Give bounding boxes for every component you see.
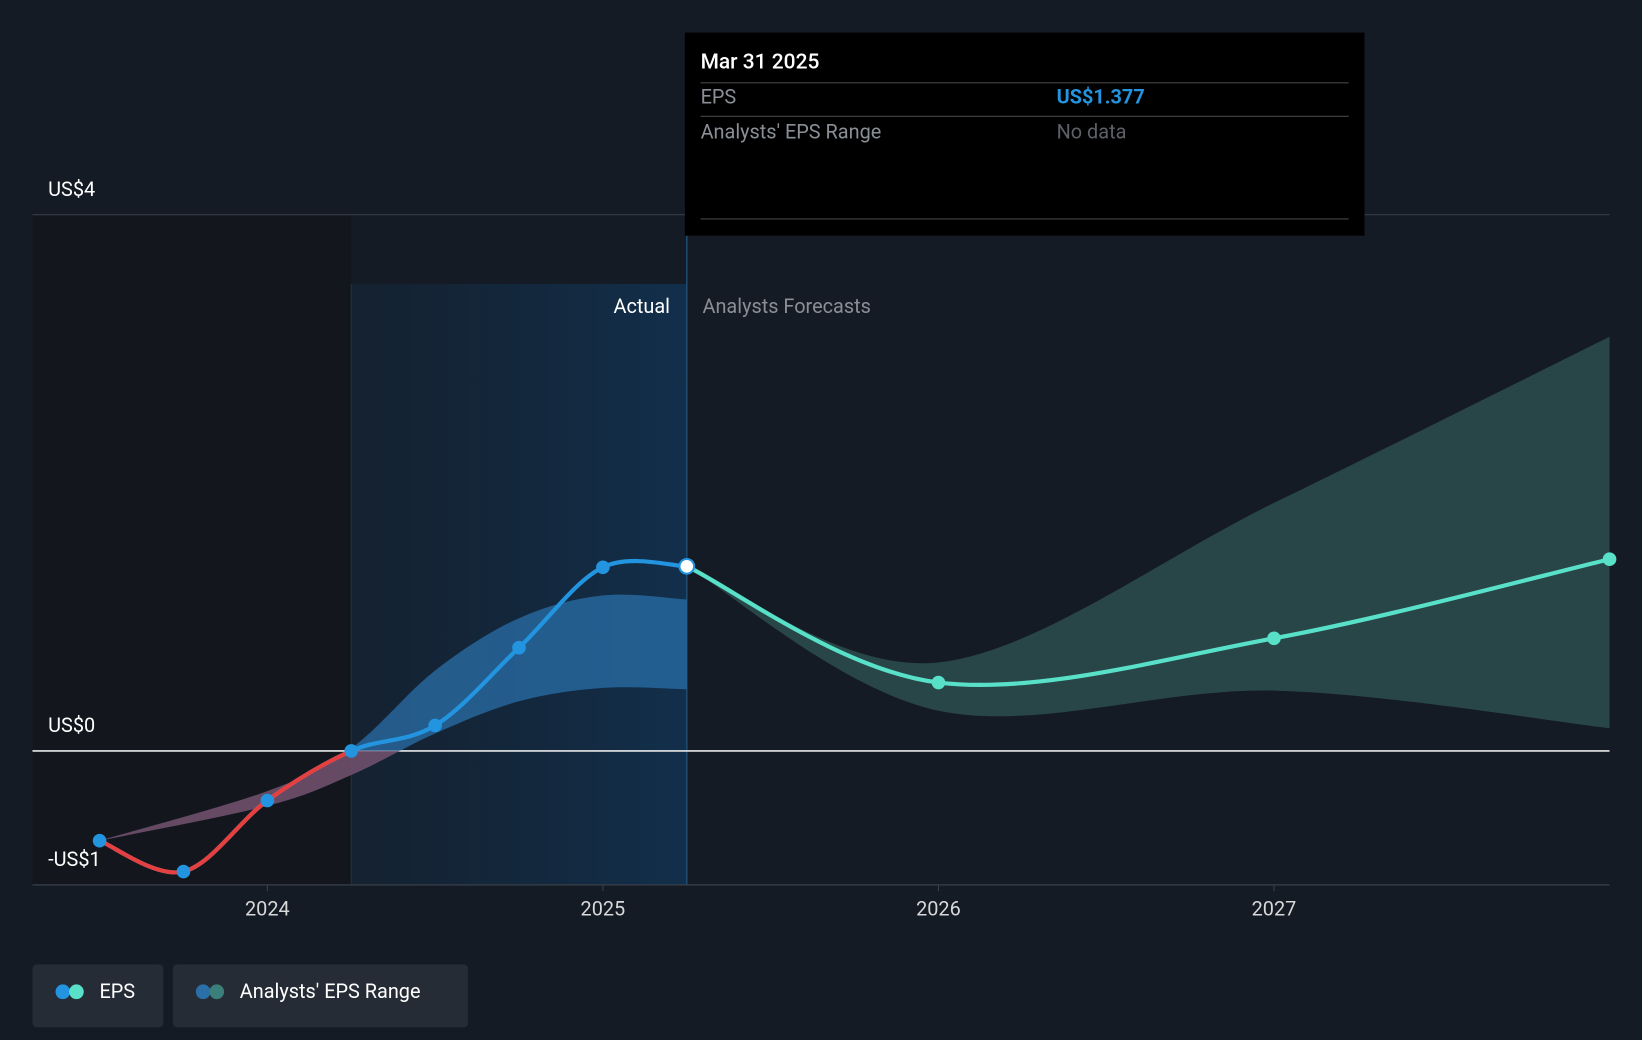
tooltip-eps-label: EPS xyxy=(701,86,737,109)
legend-button[interactable] xyxy=(172,964,469,1028)
legend: EPS Analysts' EPS Range xyxy=(32,964,469,1028)
tooltip-eps-value: US$1.377 xyxy=(1057,86,1145,109)
eps-line-forecast xyxy=(684,557,1612,688)
tooltip: Mar 31 2025 EPS US$1.377 Analysts' EPS R… xyxy=(684,32,1365,236)
x-tick-label: 2027 xyxy=(1252,897,1297,920)
history-region xyxy=(32,214,352,885)
actual-label: Actual xyxy=(614,295,670,318)
eps-line-negative xyxy=(97,750,357,875)
tooltip-box xyxy=(684,32,1365,236)
labels: -US$1 US$0 US$4 2024 2025 2026 2027 Actual Analy… xyxy=(48,178,1296,920)
legend-swatch xyxy=(209,984,225,1000)
eps-point[interactable] xyxy=(428,718,442,733)
eps-point[interactable] xyxy=(92,833,107,848)
forecast-label: Analysts Forecasts xyxy=(702,295,870,318)
lines xyxy=(92,552,1617,879)
eps-point[interactable] xyxy=(344,744,359,758)
legend-label: EPS xyxy=(99,980,135,1003)
legend-swatch xyxy=(55,984,71,1000)
actual-region xyxy=(351,283,687,885)
x-tick-label: 2026 xyxy=(916,897,961,920)
y-tick-label: US$0 xyxy=(48,714,95,737)
legend-button[interactable] xyxy=(32,964,164,1028)
x-tick-label: 2025 xyxy=(581,897,626,920)
legend-swatch xyxy=(195,984,211,1000)
legend-swatch xyxy=(69,984,84,1000)
range-band xyxy=(686,336,1610,729)
tooltip-range-label: Analysts' EPS Range xyxy=(701,120,882,143)
eps-point[interactable] xyxy=(512,640,526,655)
bands xyxy=(99,336,1610,841)
legend-item[interactable]: Analysts' EPS Range xyxy=(172,964,469,1028)
plot-background xyxy=(32,214,688,885)
tooltip-date: Mar 31 2025 xyxy=(701,50,820,74)
legend-item[interactable]: EPS xyxy=(32,964,164,1028)
eps-point[interactable] xyxy=(176,864,191,879)
range-band xyxy=(99,594,687,841)
x-tick-label: 2024 xyxy=(245,897,290,920)
eps-point[interactable] xyxy=(1267,631,1281,646)
legend-label: Analysts' EPS Range xyxy=(240,980,421,1003)
eps-point[interactable] xyxy=(596,560,610,575)
eps-point[interactable] xyxy=(1602,552,1617,567)
y-tick-label: -US$1 xyxy=(48,848,101,871)
grid xyxy=(32,214,1610,892)
eps-point[interactable] xyxy=(678,557,696,575)
range-band-negative xyxy=(99,750,400,841)
eps-point[interactable] xyxy=(260,793,275,808)
y-tick-label: US$4 xyxy=(48,178,95,201)
tooltip-range-value: No data xyxy=(1057,120,1127,143)
eps-point[interactable] xyxy=(931,675,946,690)
